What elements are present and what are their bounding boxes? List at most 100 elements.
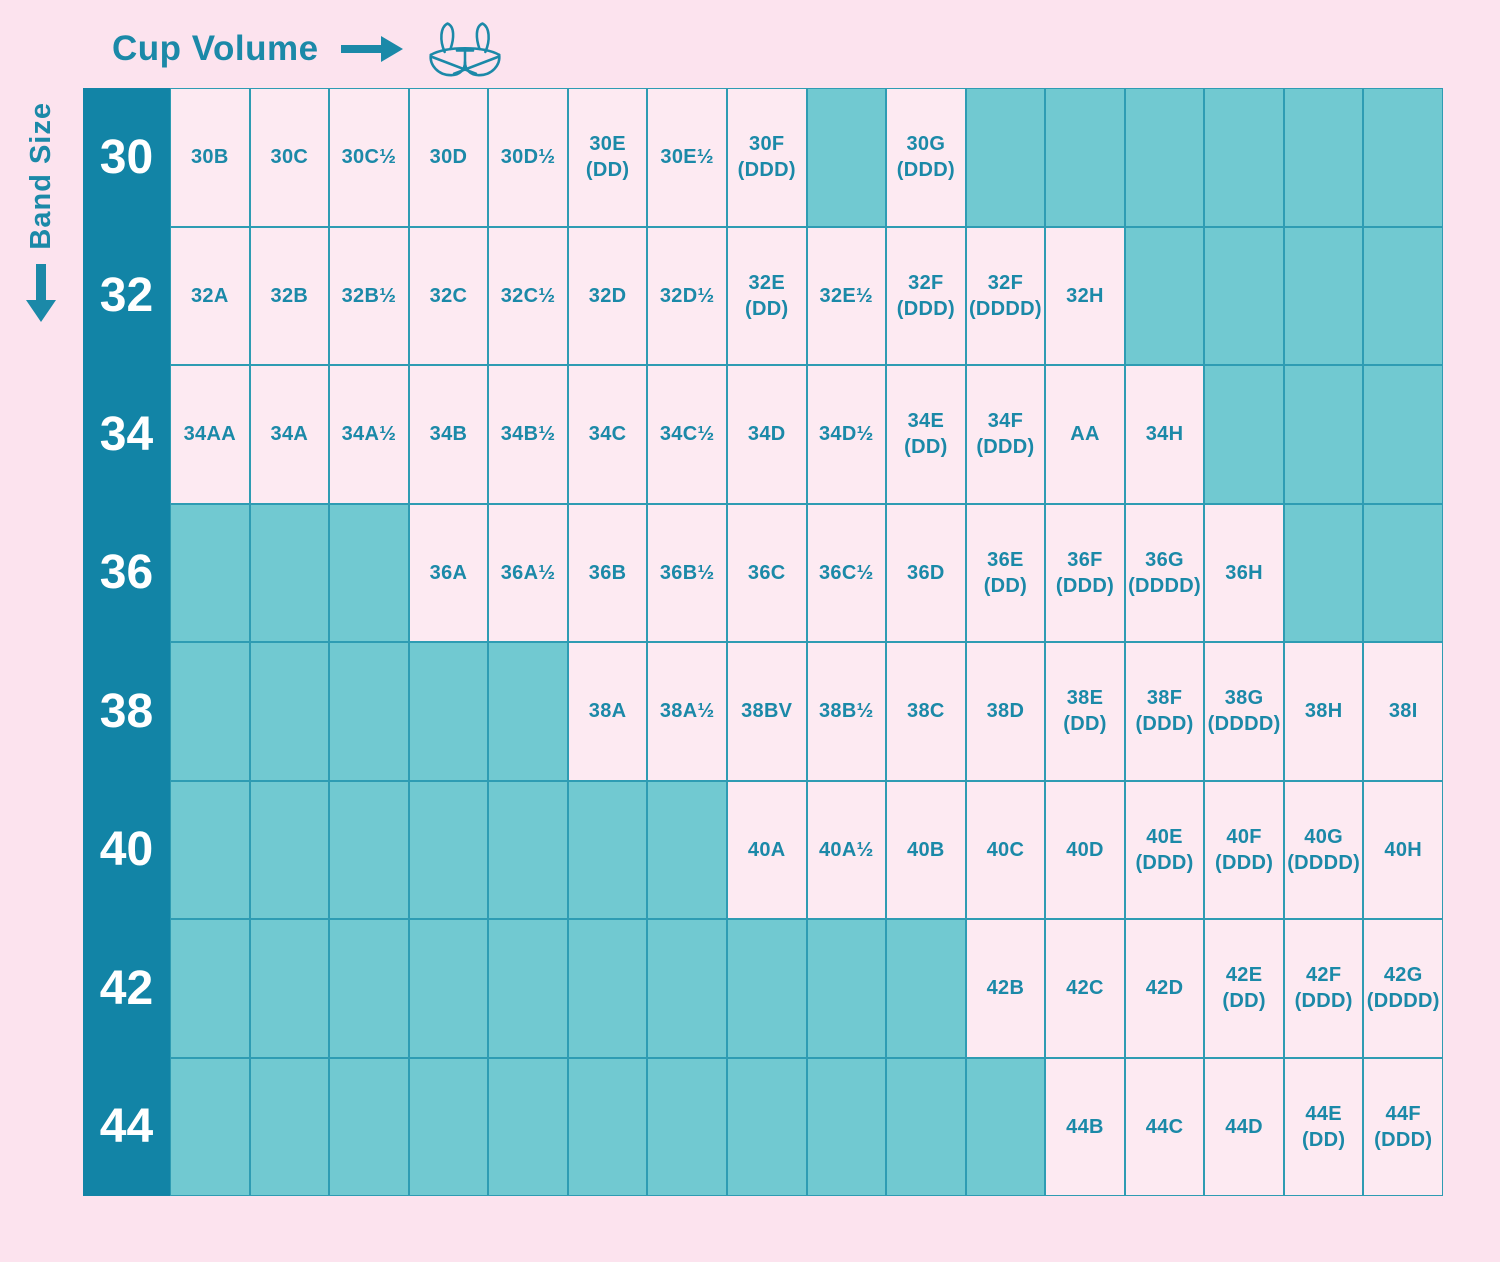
size-cell-44C: 44C [1124, 1057, 1205, 1196]
size-cell-32C½: 32C½ [488, 226, 568, 365]
empty-cell [647, 919, 727, 1058]
size-label: 36C½ [818, 561, 874, 584]
size-sub-label: (DD) [745, 297, 789, 320]
size-label: 30C½ [341, 146, 397, 169]
size-cell-32B½: 32B½ [329, 226, 409, 365]
empty-cell [170, 919, 250, 1058]
cup-volume-label: Cup Volume [112, 29, 319, 68]
size-sub-label: (DDD) [976, 436, 1035, 459]
size-cell-32D½: 32D½ [647, 226, 727, 365]
size-cell-40D: 40D [1045, 780, 1125, 919]
size-sub-label: (DDDD) [1366, 990, 1440, 1013]
size-label: 30E½ [660, 146, 714, 169]
empty-cell [647, 1057, 727, 1196]
size-cell-36G: 36G (DDDD) [1124, 503, 1205, 642]
size-sub-label: (DD) [1063, 713, 1107, 736]
size-label: 34C [588, 423, 627, 446]
size-grid: 30 30B 30C 30C½ 30D 30D½ 30E (DD) 30E½ 30F (DDD) 30… [83, 88, 1443, 1196]
size-cell-34H: 34H [1124, 365, 1205, 504]
empty-cell [170, 1057, 250, 1196]
size-cell-34F: 34F (DDD) [965, 365, 1046, 504]
empty-cell [488, 919, 568, 1058]
size-cell-30C: 30C [249, 88, 330, 227]
size-label: 32F [987, 271, 1024, 294]
size-label: 36C [747, 561, 786, 584]
size-label: 32E [748, 271, 785, 294]
size-sub-label: (DD) [585, 159, 630, 182]
size-label: 38I [1388, 700, 1418, 723]
size-cell-34C½: 34C½ [647, 365, 727, 504]
size-cell-34A½: 34A½ [329, 365, 409, 504]
size-cell-36H: 36H [1204, 503, 1284, 642]
size-sub-label: (DDDD) [1128, 574, 1201, 597]
size-label: 36A [429, 561, 468, 584]
size-label: 42G [1383, 964, 1423, 987]
size-cell-38H: 38H [1283, 642, 1364, 781]
empty-cell [1363, 88, 1443, 227]
empty-cell [1363, 365, 1443, 504]
size-label: 40A [747, 838, 786, 861]
size-cell-36D: 36D [886, 503, 966, 642]
size-label: 38B½ [818, 700, 874, 723]
size-label: 34B½ [500, 423, 556, 446]
band-label-34: 34 [83, 365, 170, 504]
size-cell-38F: 38F (DDD) [1124, 642, 1205, 781]
size-label: 42D [1145, 977, 1184, 1000]
size-cell-36A½: 36A½ [488, 503, 568, 642]
band-label-32: 32 [83, 226, 170, 365]
size-sub-label: (DDD) [896, 297, 955, 320]
size-cell-34A: 34A [249, 365, 330, 504]
size-cell-40H: 40H [1363, 780, 1443, 919]
size-label: 40B [907, 838, 945, 861]
empty-cell [965, 1057, 1046, 1196]
empty-cell [408, 642, 489, 781]
size-label: 38A [588, 700, 627, 723]
right-arrow-icon [340, 36, 403, 62]
size-label: 40E [1146, 825, 1183, 848]
size-cell-38D: 38D [965, 642, 1046, 781]
empty-cell [1363, 226, 1443, 365]
size-label: 42E [1225, 964, 1263, 987]
size-label: 38BV [741, 700, 793, 723]
size-cell-32F: 32F (DDDD) [965, 226, 1046, 365]
empty-cell [806, 88, 887, 227]
size-label: 38E [1066, 687, 1104, 710]
size-cell-36F: 36F (DDD) [1045, 503, 1125, 642]
size-label: 40C [986, 838, 1025, 861]
size-sub-label: (DD) [1301, 1128, 1346, 1151]
empty-cell [488, 642, 568, 781]
size-cell-40C: 40C [965, 780, 1046, 919]
size-cell-40F: 40F (DDD) [1204, 780, 1284, 919]
size-sub-label: (DDDD) [968, 297, 1042, 320]
empty-cell [806, 919, 887, 1058]
size-cell-32E: 32E (DD) [726, 226, 807, 365]
size-sub-label: (DDD) [1374, 1128, 1433, 1151]
empty-cell [567, 780, 648, 919]
size-sub-label: (DDD) [1294, 990, 1353, 1013]
band-label-42: 42 [83, 919, 170, 1058]
size-label: 36B½ [659, 561, 715, 584]
size-label: 34A [270, 423, 309, 446]
size-label: 36H [1225, 561, 1263, 584]
size-label: 40A½ [818, 838, 874, 861]
size-cell-38G: 38G (DDDD) [1204, 642, 1284, 781]
size-cell-34D½: 34D½ [806, 365, 887, 504]
size-cell-32F: 32F (DDD) [886, 226, 966, 365]
size-cell-40G: 40G (DDDD) [1283, 780, 1364, 919]
size-cell-36B½: 36B½ [647, 503, 727, 642]
size-label: 32F [908, 271, 944, 294]
size-sub-label: (DDD) [896, 159, 955, 182]
size-label: 38G [1224, 687, 1264, 710]
size-label: 30G [906, 133, 946, 156]
empty-cell [726, 1057, 807, 1196]
size-label: 30D½ [500, 146, 556, 169]
size-label: 38F [1146, 687, 1183, 710]
size-cell-42E: 42E (DD) [1204, 919, 1284, 1058]
empty-cell [965, 88, 1046, 227]
size-label: 38A½ [659, 700, 715, 723]
size-label: 34A½ [341, 423, 397, 446]
size-label: 42B [986, 977, 1025, 1000]
empty-cell [1204, 226, 1284, 365]
size-label: 30B [190, 146, 229, 169]
size-label: 32C [429, 284, 468, 307]
